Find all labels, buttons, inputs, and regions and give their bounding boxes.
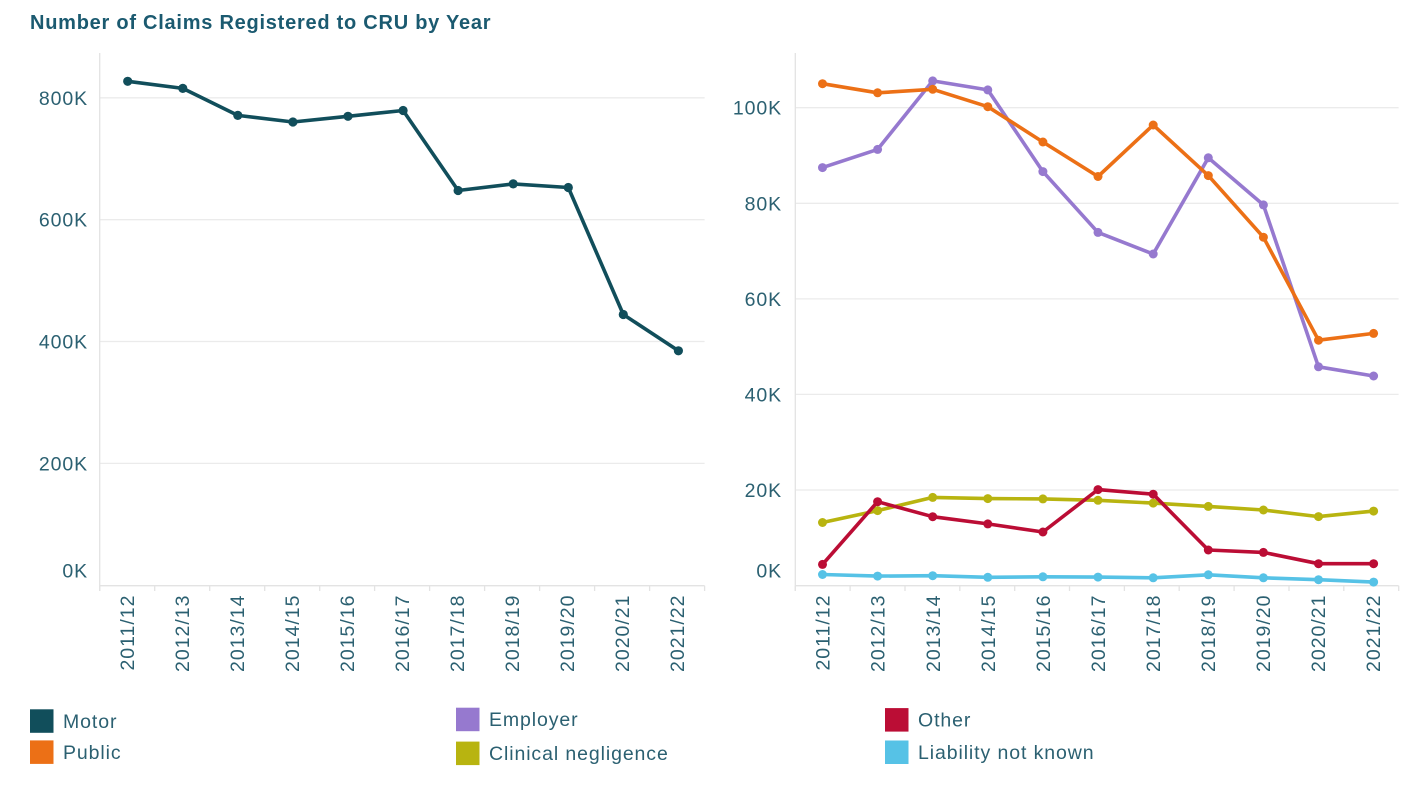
svg-text:0K: 0K: [756, 561, 782, 583]
svg-text:Public: Public: [63, 742, 122, 764]
svg-text:400K: 400K: [39, 332, 88, 354]
svg-text:Employer: Employer: [489, 709, 579, 731]
svg-text:800K: 800K: [39, 88, 88, 110]
svg-text:Number of Claims Registered to: Number of Claims Registered to CRU by Ye…: [30, 12, 491, 34]
svg-text:2021/22: 2021/22: [1363, 595, 1385, 673]
svg-text:2014/15: 2014/15: [282, 595, 304, 673]
svg-text:2015/16: 2015/16: [1033, 595, 1055, 673]
svg-text:2021/22: 2021/22: [667, 595, 689, 673]
svg-text:2011/12: 2011/12: [813, 595, 835, 671]
svg-text:2018/19: 2018/19: [502, 595, 524, 673]
svg-text:2013/14: 2013/14: [227, 595, 249, 673]
svg-text:2013/14: 2013/14: [923, 595, 945, 673]
svg-text:Other: Other: [918, 710, 971, 732]
svg-text:2017/18: 2017/18: [447, 595, 469, 673]
svg-text:2012/13: 2012/13: [868, 595, 890, 673]
svg-text:2011/12: 2011/12: [117, 595, 139, 671]
svg-text:600K: 600K: [39, 210, 88, 232]
svg-text:2015/16: 2015/16: [337, 595, 359, 673]
svg-text:2016/17: 2016/17: [392, 595, 414, 673]
svg-text:60K: 60K: [745, 289, 782, 311]
svg-text:2018/19: 2018/19: [1198, 595, 1220, 673]
svg-text:2019/20: 2019/20: [557, 595, 579, 673]
svg-text:2012/13: 2012/13: [172, 595, 194, 673]
svg-text:Clinical negligence: Clinical negligence: [489, 743, 669, 765]
svg-text:2016/17: 2016/17: [1088, 595, 1110, 673]
svg-text:100K: 100K: [733, 98, 782, 120]
svg-text:200K: 200K: [39, 453, 88, 475]
svg-text:2019/20: 2019/20: [1253, 595, 1275, 673]
svg-text:2017/18: 2017/18: [1143, 595, 1165, 673]
svg-text:80K: 80K: [745, 193, 782, 215]
svg-text:Motor: Motor: [63, 711, 117, 733]
svg-text:2020/21: 2020/21: [612, 595, 634, 673]
svg-text:Liability not known: Liability not known: [918, 742, 1094, 764]
svg-text:40K: 40K: [745, 384, 782, 406]
svg-text:0K: 0K: [62, 561, 88, 583]
svg-text:20K: 20K: [745, 480, 782, 502]
svg-text:2020/21: 2020/21: [1308, 595, 1330, 673]
svg-text:2014/15: 2014/15: [978, 595, 1000, 673]
